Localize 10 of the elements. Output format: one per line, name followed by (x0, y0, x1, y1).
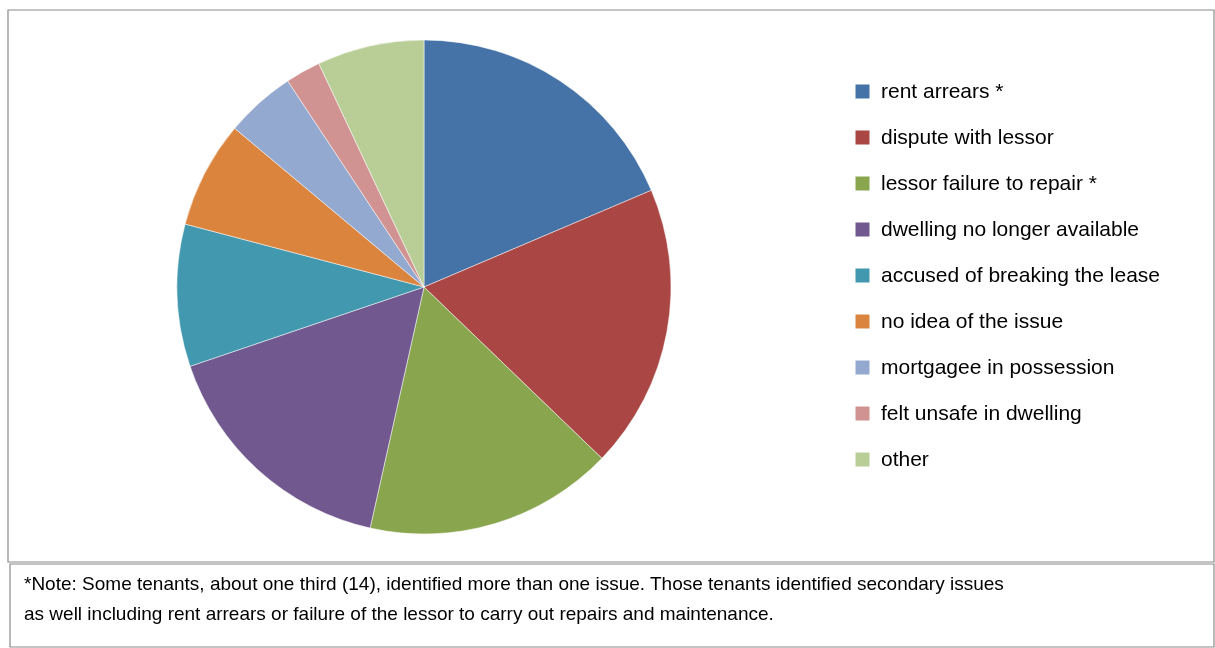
legend-label: dispute with lessor (881, 124, 1054, 148)
legend-label: rent arrears * (881, 78, 1004, 102)
text: *Note: Some tenants, about one third (14), identified more than one issue. Those tenants identified secondary issues as well including rent arrears or failure of the lessor to carry out repairs and maintenance. (24, 573, 1004, 624)
legend-label: other (881, 446, 929, 470)
legend-label: dwelling no longer available (881, 216, 1140, 240)
legend-label: no idea of the issue (881, 308, 1064, 332)
legend-label: mortgagee in possession (881, 354, 1115, 378)
legend-label: accused of breaking the lease (881, 262, 1161, 286)
legend-label: felt unsafe in dwelling (881, 400, 1082, 424)
legend-label: lessor failure to repair * (881, 170, 1097, 194)
